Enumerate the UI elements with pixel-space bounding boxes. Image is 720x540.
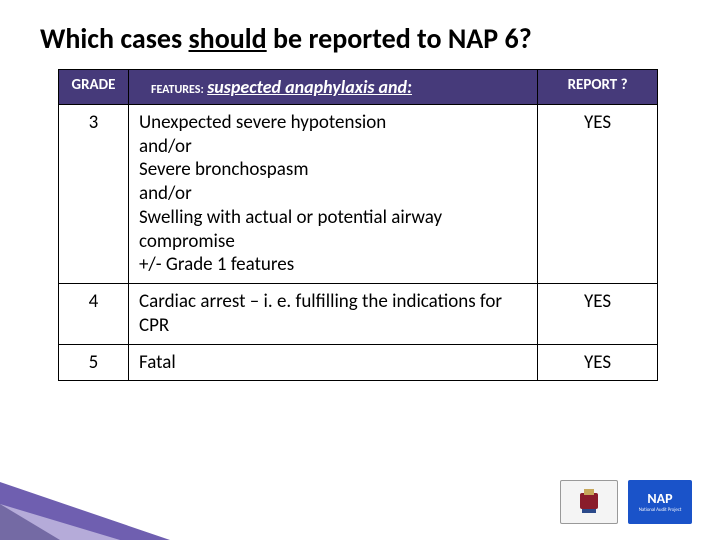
cell-report: YES <box>538 104 658 283</box>
col-features: FEATURES: suspected anaphylaxis and: <box>128 69 537 104</box>
cell-grade: 3 <box>59 104 129 283</box>
title-underline: should <box>189 21 267 56</box>
cell-report: YES <box>538 344 658 381</box>
col-grade: GRADE <box>59 69 129 104</box>
cell-grade: 5 <box>59 344 129 381</box>
nap-logo-sub: National Audit Project <box>639 508 682 513</box>
table-row: 3 Unexpected severe hypotensionand/orSev… <box>59 104 658 283</box>
col-features-main: suspected anaphylaxis and: <box>207 76 412 98</box>
logo-group: NAP National Audit Project <box>560 480 692 524</box>
slide: Which cases should be reported to NAP 6?… <box>0 0 720 540</box>
cell-features: Fatal <box>128 344 537 381</box>
table-row: 4 Cardiac arrest – i. e. fulfilling the … <box>59 284 658 345</box>
rcoa-logo <box>560 480 618 524</box>
col-features-prefix: FEATURES: <box>151 83 204 97</box>
cell-report: YES <box>538 284 658 345</box>
slide-title: Which cases should be reported to NAP 6? <box>40 24 680 55</box>
nap-logo-text: NAP <box>647 492 672 506</box>
col-report: REPORT ? <box>538 69 658 104</box>
cell-features: Cardiac arrest – i. e. fulfilling the in… <box>128 284 537 345</box>
table-row: 5 Fatal YES <box>59 344 658 381</box>
table-body: 3 Unexpected severe hypotensionand/orSev… <box>59 104 658 381</box>
accent-triangle <box>0 482 170 540</box>
cases-table: GRADE FEATURES: suspected anaphylaxis an… <box>58 69 658 382</box>
title-post: be reported to NAP 6? <box>267 21 532 56</box>
cell-grade: 4 <box>59 284 129 345</box>
title-pre: Which cases <box>40 21 189 56</box>
cell-features: Unexpected severe hypotensionand/orSever… <box>128 104 537 283</box>
nap-logo: NAP National Audit Project <box>628 480 692 524</box>
table-header-row: GRADE FEATURES: suspected anaphylaxis an… <box>59 69 658 104</box>
crest-icon <box>574 489 604 515</box>
